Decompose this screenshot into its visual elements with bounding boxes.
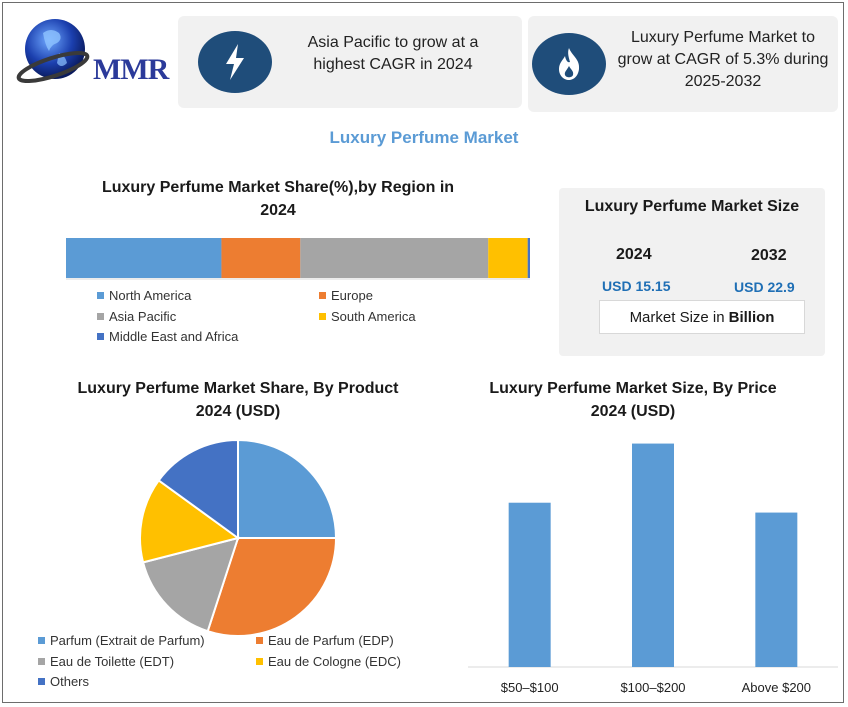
cagr-market-line3: 2025-2032 [684,73,762,90]
legend-others: Others [38,674,89,689]
legend-edp: Eau de Parfum (EDP) [256,633,394,648]
mmr-logo: MMR [13,13,169,93]
cagr-market-line1: Luxury Perfume Market to [630,29,816,46]
legend-label: Parfum (Extrait de Parfum) [50,633,205,648]
price-chart-title-line2: 2024 (USD) [590,403,676,420]
legend-asia-pacific: Asia Pacific [97,309,176,324]
pie-slice [206,537,338,637]
legend-swatch [256,637,263,644]
legend-label: Eau de Toilette (EDT) [50,654,175,669]
region-bar-segment [66,238,222,278]
price-bar [632,443,674,667]
region-bar-segment [300,238,489,278]
x-tick-label: $100–$200 [620,680,685,695]
region-bar-segment [488,238,528,278]
legend-swatch [38,678,45,685]
region-bar-segment [527,238,530,278]
legend-europe: Europe [319,288,373,303]
legend-swatch [256,658,263,665]
pie-slice [157,438,239,540]
legend-swatch [97,292,104,299]
price-bar [755,512,798,667]
x-tick-label: $50–$100 [501,680,559,695]
year-2032: 2032 [751,247,787,264]
cagr-region-line2: highest CAGR in 2024 [313,56,473,73]
pie-slice [141,536,240,633]
price-bar [508,502,551,667]
cagr-region-card: Asia Pacific to grow at a highest CAGR i… [178,16,522,108]
legend-parfum: Parfum (Extrait de Parfum) [38,633,205,648]
cagr-market-card: Luxury Perfume Market to grow at CAGR of… [528,16,838,112]
legend-south-america: South America [319,309,416,324]
price-chart-title: Luxury Perfume Market Size, By Price 202… [458,377,808,423]
price-chart-title-line1: Luxury Perfume Market Size, By Price [489,380,777,397]
region-chart-title-line2: 2024 [260,202,296,219]
legend-swatch [319,313,326,320]
legend-label: Eau de Cologne (EDC) [268,654,401,669]
lightning-icon [198,31,272,93]
legend-label: North America [109,288,192,303]
product-chart-title: Luxury Perfume Market Share, By Product … [43,377,433,423]
product-pie-chart [139,438,338,637]
legend-swatch [97,313,104,320]
legend-label: Middle East and Africa [109,329,239,344]
legend-label: South America [331,309,416,324]
legend-label: Europe [331,288,373,303]
value-2032: USD 22.9 [734,279,795,295]
logo-text: MMR [93,53,169,86]
legend-swatch [319,292,326,299]
legend-label: Asia Pacific [109,309,177,324]
cagr-market-line2: grow at CAGR of 5.3% during [617,51,829,68]
legend-label: Others [50,674,90,689]
product-chart-title-line1: Luxury Perfume Market Share, By Product [77,380,399,397]
region-chart-title: Luxury Perfume Market Share(%),by Region… [63,176,493,222]
market-size-unit: Market Size in Billion [599,300,805,334]
legend-swatch [38,658,45,665]
legend-north-america: North America [97,288,191,303]
pie-slice [139,478,241,564]
legend-label: Eau de Parfum (EDP) [268,633,394,648]
globe-icon [16,19,90,84]
value-2024: USD 15.15 [602,278,671,294]
year-2024: 2024 [616,246,652,263]
cagr-region-line1: Asia Pacific to grow at a [307,34,479,51]
region-chart-title-line1: Luxury Perfume Market Share(%),by Region… [101,179,455,196]
legend-swatch [97,333,104,340]
price-bar-chart: $50–$100 $100–$200 Above $200 [468,443,838,695]
unit-bold: Billion [728,308,775,326]
legend-swatch [38,637,45,644]
flame-icon [532,33,606,95]
region-bar-segment [221,238,301,278]
unit-prefix: Market Size in [629,308,725,326]
legend-edt: Eau de Toilette (EDT) [38,654,174,669]
legend-middle-east-africa: Middle East and Africa [97,329,238,344]
market-size-box: Luxury Perfume Market Size 2024 2032 USD… [559,188,825,356]
x-tick-label: Above $200 [742,680,811,695]
market-size-title: Luxury Perfume Market Size [584,198,800,215]
cagr-market-text: Luxury Perfume Market to grow at CAGR of… [608,27,838,93]
cagr-region-text: Asia Pacific to grow at a highest CAGR i… [278,32,508,76]
product-chart-title-line2: 2024 (USD) [195,403,281,420]
main-title: Luxury Perfume Market [329,128,519,147]
legend-edc: Eau de Cologne (EDC) [256,654,401,669]
region-stacked-bar [66,238,530,280]
pie-slice [237,438,338,539]
